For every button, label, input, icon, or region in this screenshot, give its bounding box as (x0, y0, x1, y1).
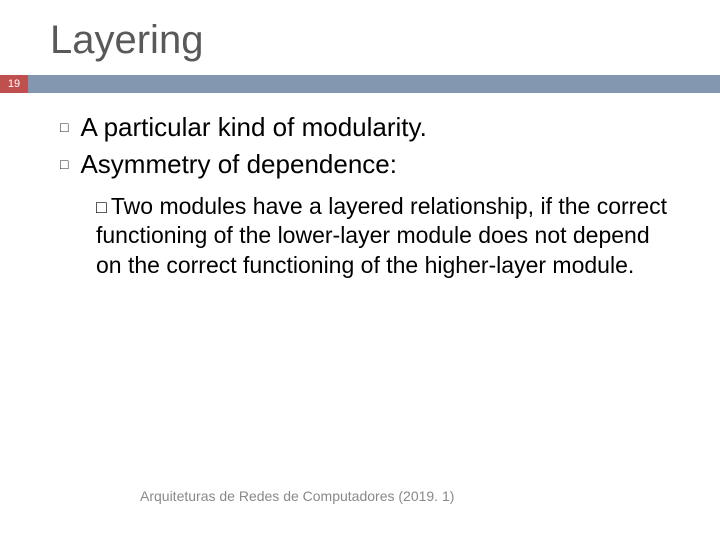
bullet-marker-icon: □ (60, 156, 68, 172)
bullet-text: Asymmetry of dependence: (80, 148, 397, 181)
content-area: □ A particular kind of modularity. □ Asy… (0, 93, 720, 180)
sub-bullet-rest: modules have a layered relationship, if … (96, 193, 667, 278)
sub-bullet-marker-icon: □ (96, 197, 107, 217)
bullet-item: □ Asymmetry of dependence: (60, 148, 670, 181)
slide-footer: Arquiteturas de Redes de Computadores (2… (140, 488, 454, 504)
accent-bar: 19 (0, 75, 720, 93)
sub-bullet-lead: Two (111, 193, 153, 219)
sub-content-area: □Two modules have a layered relationship… (0, 184, 720, 280)
slide-title: Layering (0, 0, 720, 75)
bullet-marker-icon: □ (60, 119, 68, 135)
bullet-item: □ A particular kind of modularity. (60, 111, 670, 144)
accent-bar-fill (28, 75, 720, 93)
sub-bullet-item: □Two modules have a layered relationship… (96, 192, 670, 280)
bullet-text: A particular kind of modularity. (80, 111, 426, 144)
page-number-badge: 19 (0, 75, 28, 93)
